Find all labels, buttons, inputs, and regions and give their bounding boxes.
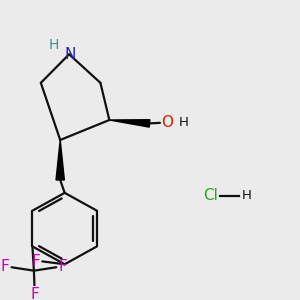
Text: H: H xyxy=(242,189,251,202)
Text: Cl: Cl xyxy=(203,188,218,203)
Text: O: O xyxy=(161,115,173,130)
Text: F: F xyxy=(32,254,40,268)
Polygon shape xyxy=(109,120,150,127)
Text: F: F xyxy=(30,286,39,300)
Polygon shape xyxy=(56,140,64,180)
Text: F: F xyxy=(1,260,9,274)
Text: H: H xyxy=(49,38,59,52)
Text: N: N xyxy=(65,47,76,62)
Text: H: H xyxy=(179,116,189,129)
Text: F: F xyxy=(58,260,67,274)
